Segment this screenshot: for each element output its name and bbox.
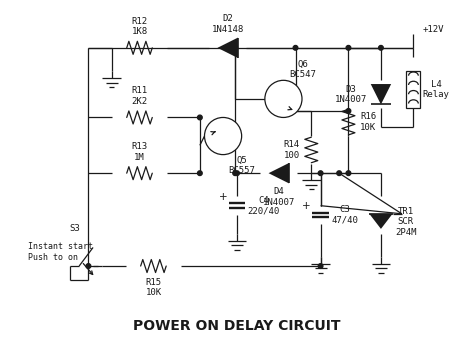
- Polygon shape: [371, 84, 391, 105]
- Text: C4
220/40: C4 220/40: [247, 196, 280, 216]
- Text: L4
Relay: L4 Relay: [423, 80, 450, 99]
- Circle shape: [346, 171, 351, 176]
- Text: D3
1N4007: D3 1N4007: [335, 85, 367, 104]
- Circle shape: [233, 171, 237, 176]
- Circle shape: [346, 46, 351, 50]
- Text: R12
1K8: R12 1K8: [131, 17, 147, 36]
- Text: +: +: [302, 201, 311, 211]
- Circle shape: [346, 109, 351, 113]
- Circle shape: [318, 264, 323, 269]
- Text: POWER ON DELAY CIRCUIT: POWER ON DELAY CIRCUIT: [133, 319, 341, 333]
- Circle shape: [379, 46, 383, 50]
- Circle shape: [204, 118, 242, 154]
- Circle shape: [293, 46, 298, 50]
- Circle shape: [198, 115, 202, 120]
- Text: +12V: +12V: [423, 25, 444, 34]
- Bar: [407, 71, 420, 108]
- Polygon shape: [369, 214, 392, 229]
- Text: Q5
BC557: Q5 BC557: [228, 156, 255, 176]
- Text: Q6
BC547: Q6 BC547: [289, 60, 316, 79]
- Text: S3: S3: [70, 224, 81, 233]
- Circle shape: [86, 264, 91, 269]
- Text: R11
2K2: R11 2K2: [131, 86, 147, 106]
- Text: Instant start
Push to on: Instant start Push to on: [28, 243, 93, 262]
- Text: R13
1M: R13 1M: [131, 142, 147, 161]
- Polygon shape: [218, 38, 238, 58]
- Text: +: +: [219, 192, 228, 202]
- Text: TR1
SCR
2P4M: TR1 SCR 2P4M: [395, 207, 416, 237]
- Text: R16
10K: R16 10K: [360, 112, 376, 132]
- Polygon shape: [269, 163, 289, 183]
- Text: R14
100: R14 100: [283, 140, 300, 160]
- Text: D4
1N4007: D4 1N4007: [263, 187, 295, 206]
- Text: R15
10K: R15 10K: [146, 278, 162, 297]
- Circle shape: [337, 171, 341, 176]
- Circle shape: [198, 171, 202, 176]
- Circle shape: [233, 46, 237, 50]
- Circle shape: [265, 80, 302, 118]
- Text: C3
47/40: C3 47/40: [331, 205, 358, 225]
- Text: D2
1N4148: D2 1N4148: [211, 14, 244, 34]
- Circle shape: [235, 171, 239, 176]
- Circle shape: [318, 171, 323, 176]
